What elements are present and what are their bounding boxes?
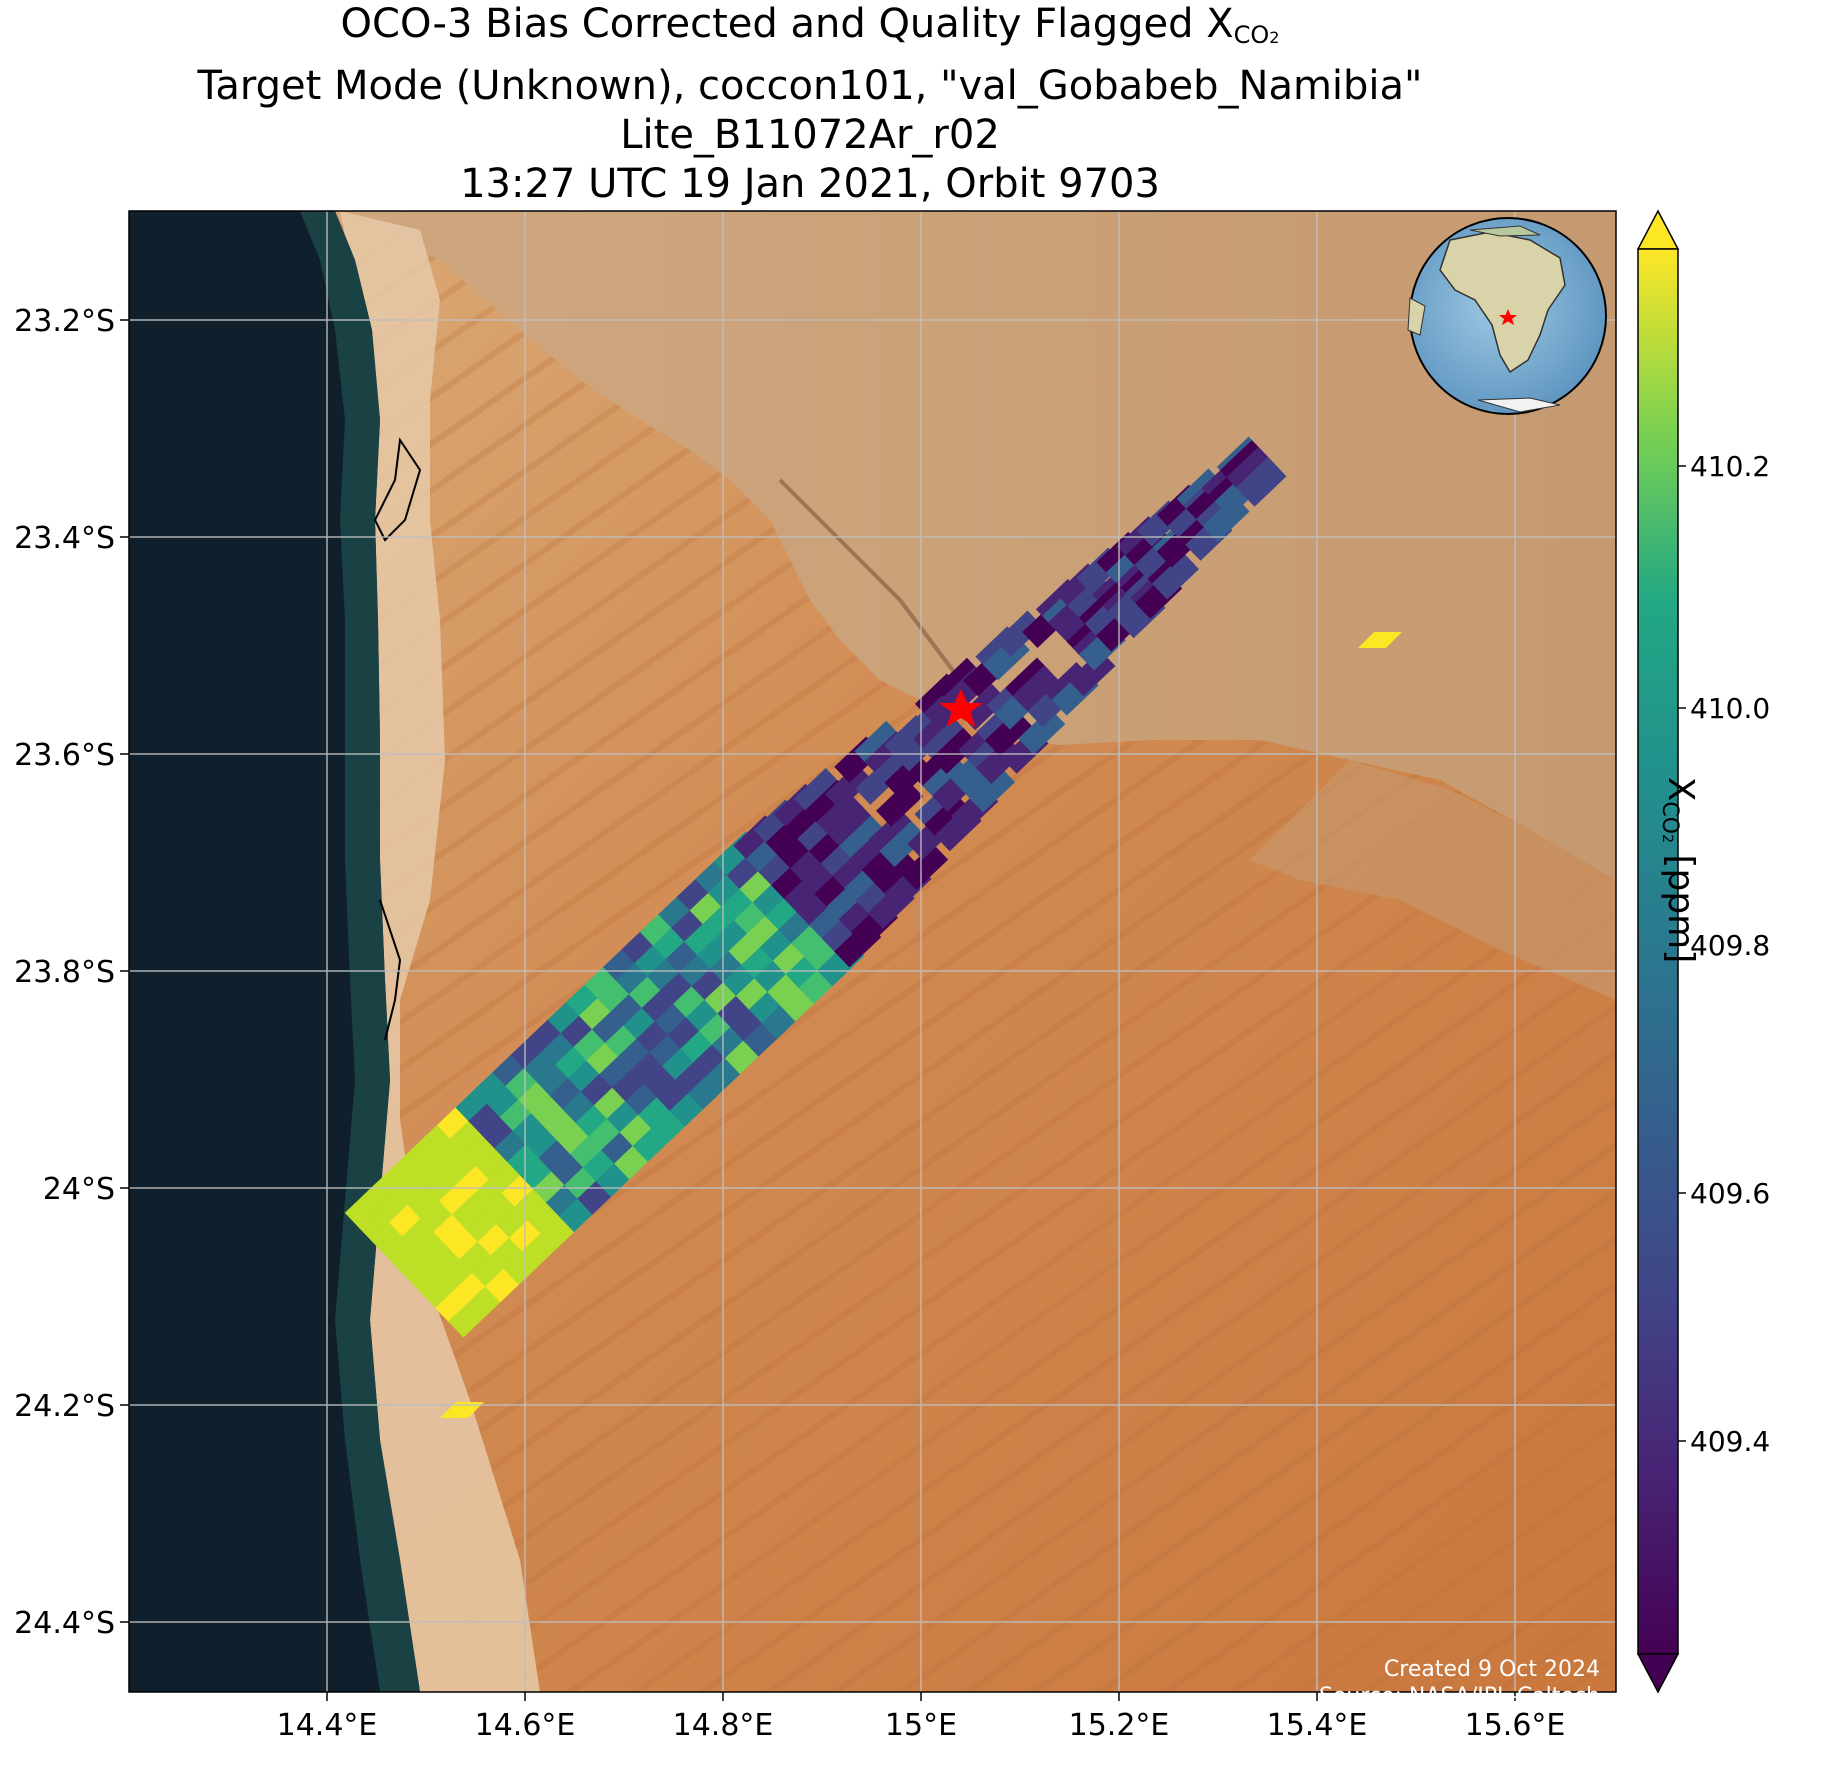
title-line-4: 13:27 UTC 19 Jan 2021, Orbit 9703 bbox=[460, 161, 1160, 207]
colorbar-extend-bottom bbox=[1636, 1653, 1680, 1694]
xco2-swath bbox=[344, 436, 1402, 1418]
colorbar-tick-label: 409.6 bbox=[1690, 1177, 1770, 1210]
target-star-icon bbox=[939, 689, 983, 727]
lat-tick-label: 23.6°S bbox=[14, 738, 115, 773]
lon-tick-label: 14.6°E bbox=[475, 1708, 576, 1743]
xco2-sounding bbox=[827, 803, 875, 850]
xco2-sounding bbox=[984, 710, 1032, 757]
xco2-sounding bbox=[922, 755, 970, 802]
xco2-sounding bbox=[1068, 650, 1116, 697]
inset-globe bbox=[1407, 217, 1607, 415]
xco2-sounding bbox=[793, 767, 841, 815]
xco2-sounding bbox=[868, 809, 916, 856]
africa-landmass bbox=[1439, 231, 1566, 374]
basemap bbox=[129, 211, 1616, 1692]
xco2-sounding bbox=[816, 791, 864, 839]
lat-tick-label: 23.8°S bbox=[14, 955, 115, 990]
colorbar-extend-top bbox=[1636, 209, 1680, 250]
xco2-sounding bbox=[839, 815, 887, 862]
colorbar-title: XCO2 [ppm] bbox=[1657, 776, 1701, 964]
lat-tick-label: 23.4°S bbox=[14, 521, 115, 556]
colorbar-tick-label: 410.2 bbox=[1690, 450, 1770, 483]
credit-text: Created 9 Oct 2024 Source: NASA/JPL-Calt… bbox=[1319, 1656, 1600, 1710]
colorbar-tick-label: 409.8 bbox=[1690, 929, 1770, 962]
xco2-sounding bbox=[824, 763, 872, 810]
lat-tick-label: 24.4°S bbox=[14, 1606, 115, 1641]
xco2-sounding bbox=[1018, 708, 1066, 755]
lon-tick-label: 15.2°E bbox=[1069, 1708, 1170, 1743]
colorbar-tick-label: 410.0 bbox=[1690, 692, 1770, 725]
lat-tick-label: 24°S bbox=[43, 1172, 115, 1207]
xco2-sounding bbox=[1151, 553, 1199, 600]
rocky-plateau bbox=[340, 211, 1616, 880]
xco2-sounding bbox=[440, 1402, 484, 1418]
lon-tick-label: 14.4°E bbox=[277, 1708, 378, 1743]
title-line-1: OCO-3 Bias Corrected and Quality Flagged… bbox=[340, 1, 1280, 49]
lon-tick-label: 15.6°E bbox=[1465, 1708, 1566, 1743]
xco2-sounding bbox=[873, 851, 921, 898]
xco2-sounding bbox=[884, 752, 932, 799]
xco2-sounding bbox=[901, 843, 949, 890]
lon-tick-label: 15.4°E bbox=[1267, 1708, 1368, 1743]
xco2-sounding bbox=[876, 780, 924, 827]
lon-tick-label: 14.8°E bbox=[673, 1708, 774, 1743]
xco2-sounding bbox=[1239, 460, 1287, 507]
source-credit: Source: NASA/JPL-Caltech bbox=[1318, 1684, 1600, 1709]
created-date: Created 9 Oct 2024 bbox=[1383, 1657, 1600, 1682]
xco2-sounding bbox=[967, 766, 1016, 813]
title-line-2: Target Mode (Unknown), coccon101, "val_G… bbox=[197, 63, 1423, 109]
xco2-sounding bbox=[995, 610, 1043, 657]
xco2-sounding bbox=[924, 794, 972, 841]
xco2-sounding bbox=[922, 718, 970, 765]
colorbar-gradient bbox=[1637, 248, 1679, 1655]
longitude-ticks: 14.4°E 14.6°E 14.8°E 15°E 15.2°E 15.4°E … bbox=[277, 1692, 1566, 1743]
colorbar-tick-label: 409.4 bbox=[1690, 1425, 1770, 1458]
xco2-sounding bbox=[879, 820, 927, 868]
xco2-sounding bbox=[935, 657, 983, 705]
graticule bbox=[129, 211, 1616, 1692]
lon-tick-label: 15°E bbox=[885, 1708, 957, 1743]
latitude-ticks: 23.2°S 23.4°S 23.6°S 23.8°S 24°S 24.2°S … bbox=[14, 304, 129, 1641]
map-frame bbox=[128, 210, 1617, 1693]
globe-star-icon bbox=[1499, 309, 1517, 325]
xco2-sounding bbox=[854, 720, 902, 768]
lat-tick-label: 24.2°S bbox=[14, 1389, 115, 1424]
xco2-sounding bbox=[931, 727, 979, 775]
chart-title: OCO-3 Bias Corrected and Quality Flagged… bbox=[0, 0, 1620, 209]
xco2-sounding bbox=[1012, 665, 1060, 712]
xco2-sounding bbox=[1358, 632, 1402, 648]
lat-tick-label: 23.2°S bbox=[14, 304, 115, 339]
xco2-sounding bbox=[913, 708, 961, 755]
colorbar: 409.4 409.6 409.8 410.0 410.2 bbox=[1636, 209, 1770, 1694]
title-line-3: Lite_B11072Ar_r02 bbox=[620, 112, 1000, 158]
